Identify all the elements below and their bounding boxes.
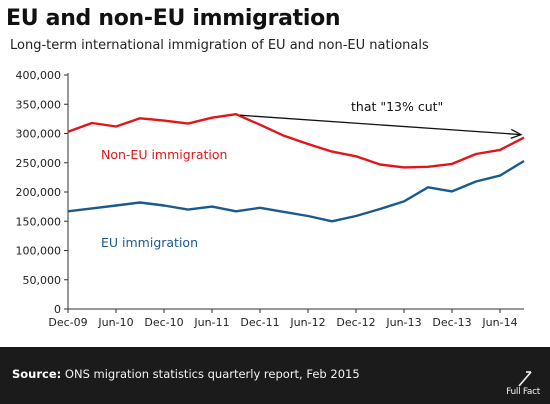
x-tick-label: Jun-10 xyxy=(97,316,133,329)
y-tick-label: 50,000 xyxy=(23,274,62,287)
x-tick-label: Dec-12 xyxy=(336,316,375,329)
logo-mark-icon xyxy=(518,371,532,387)
annotation-arrow-line xyxy=(239,114,522,136)
annotation-arrow-head-icon xyxy=(510,128,523,139)
x-tick-label: Dec-13 xyxy=(432,316,471,329)
x-tick-label: Dec-09 xyxy=(48,316,87,329)
eu-series-label: EU immigration xyxy=(101,235,198,250)
x-tick-label: Dec-10 xyxy=(144,316,183,329)
logo-text: Full Fact xyxy=(506,387,540,397)
x-tick-label: Dec-11 xyxy=(240,316,279,329)
y-tick-label: 300,000 xyxy=(16,128,62,141)
eu-immigration-line xyxy=(67,159,525,223)
source-label: Source: xyxy=(12,367,62,381)
y-tick-label: 150,000 xyxy=(16,215,62,228)
chart-subtitle: Long-term international immigration of E… xyxy=(10,38,429,53)
x-tick-label: Jun-13 xyxy=(385,316,421,329)
non-eu-immigration-line xyxy=(67,112,525,169)
y-tick-label: 0 xyxy=(54,303,61,316)
x-tick-label: Jun-12 xyxy=(289,316,325,329)
line-chart: 0 50,000 100,000 150,000 200,000 250,000 300,0… xyxy=(16,69,525,329)
x-tick-label: Jun-14 xyxy=(481,316,517,329)
annotation-label: that "13% cut" xyxy=(351,99,443,114)
non-eu-series-label: Non-EU immigration xyxy=(101,147,227,162)
y-tick-label: 250,000 xyxy=(16,157,62,170)
source-note: Source: ONS migration statistics quarter… xyxy=(12,367,360,381)
chart-title: EU and non-EU immigration xyxy=(6,6,341,31)
y-tick-label: 400,000 xyxy=(16,69,62,82)
source-text: ONS migration statistics quarterly repor… xyxy=(61,367,360,381)
y-tick-label: 350,000 xyxy=(16,98,62,111)
x-tick-label: Jun-11 xyxy=(193,316,229,329)
y-tick-label: 200,000 xyxy=(16,186,62,199)
y-tick-label: 100,000 xyxy=(16,245,62,258)
footer: Source: ONS migration statistics quarter… xyxy=(0,347,550,404)
full-fact-logo: Full Fact xyxy=(488,369,540,399)
